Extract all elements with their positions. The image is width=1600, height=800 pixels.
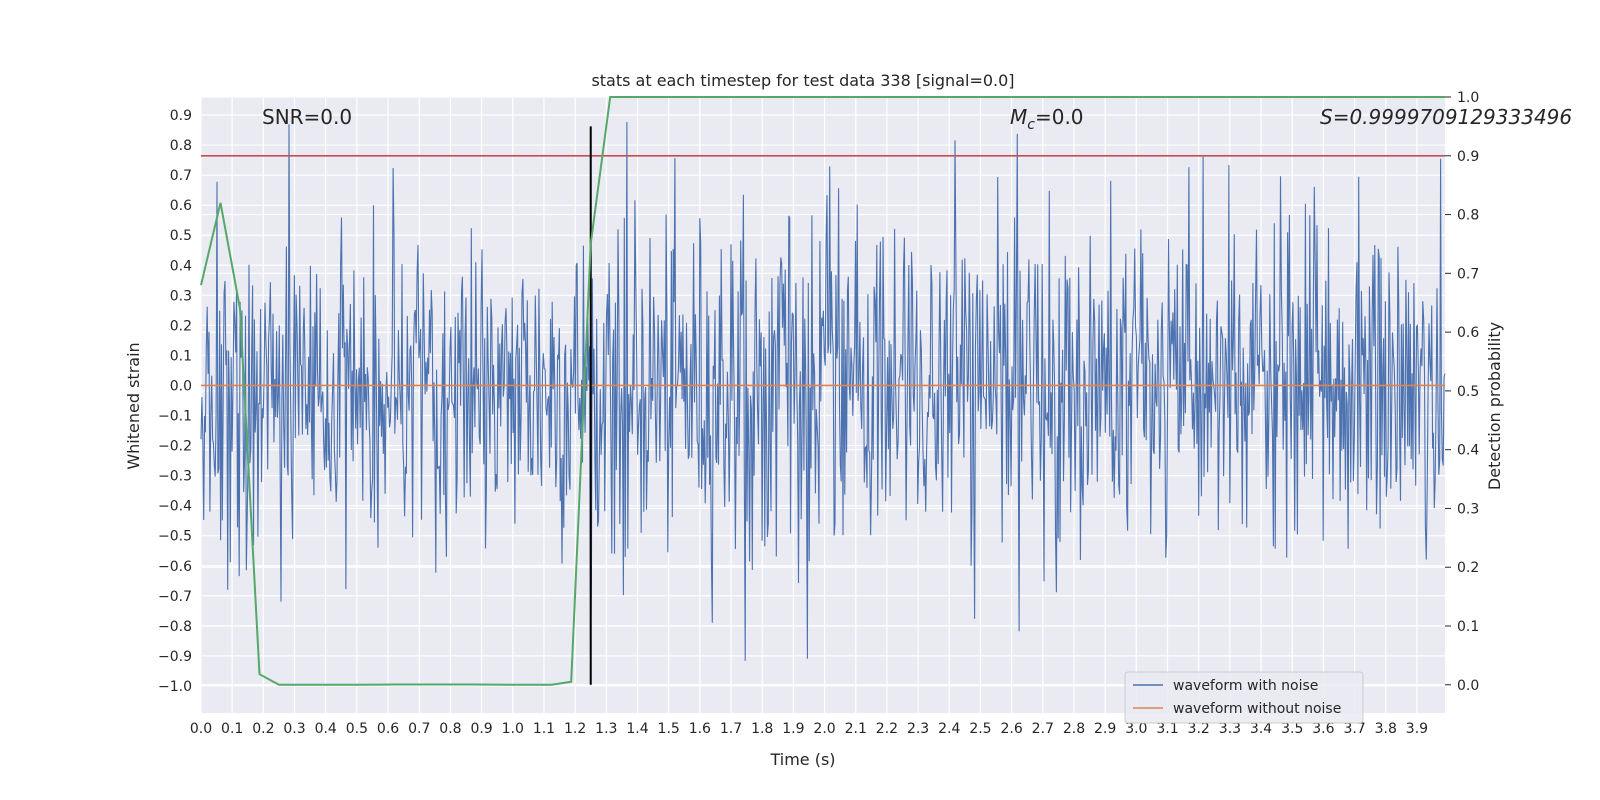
y2-tick-label-0: 1.0 — [1457, 90, 1479, 106]
x-tick-label-17: 1.7 — [720, 721, 742, 737]
x-tick-label-14: 1.4 — [626, 721, 648, 737]
x-tick-label-36: 3.6 — [1312, 721, 1334, 737]
x-tick-label-13: 1.3 — [595, 721, 617, 737]
y-tick-label-9: 0.0 — [170, 378, 192, 394]
y-tick-label-17: −0.8 — [158, 619, 192, 635]
detection-probability-line — [200, 96, 1445, 686]
x-tick-label-20: 2.0 — [813, 721, 835, 737]
y2-tick-label-10: 0.0 — [1457, 678, 1479, 694]
y-tick-label-14: −0.5 — [158, 529, 192, 545]
x-tick-label-3: 0.3 — [283, 721, 305, 737]
y2-tick-label-4: 0.6 — [1457, 325, 1479, 341]
x-tick-label-32: 3.2 — [1188, 721, 1210, 737]
y2-tick-label-1: 0.9 — [1457, 149, 1479, 165]
chirp-mass-symbol: M — [1010, 105, 1027, 129]
y-tick-label-4: 0.5 — [170, 228, 192, 244]
y-tick-label-18: −0.9 — [158, 649, 192, 665]
y-tick-label-8: 0.1 — [170, 348, 192, 364]
s-annotation: S=0.9999709129333496 — [1320, 105, 1572, 129]
x-tick-label-24: 2.4 — [938, 721, 960, 737]
x-tick-label-11: 1.1 — [533, 721, 555, 737]
x-tick-label-25: 2.5 — [969, 721, 991, 737]
x-tick-label-9: 0.9 — [470, 721, 492, 737]
y-tick-label-15: −0.6 — [158, 559, 192, 575]
x-tick-label-23: 2.3 — [907, 721, 929, 737]
y-tick-label-6: 0.3 — [170, 288, 192, 304]
x-tick-label-7: 0.7 — [408, 721, 430, 737]
x-tick-label-18: 1.8 — [751, 721, 773, 737]
y-axis-ticks: 0.9 0.8 0.7 0.6 0.5 0.4 0.3 0.2 0.1 0.0 −0.1 −0.2 −0… — [158, 108, 192, 695]
x-tick-label-2: 0.2 — [252, 721, 274, 737]
y2-tick-label-8: 0.2 — [1457, 560, 1479, 576]
x-tick-label-4: 0.4 — [315, 721, 337, 737]
legend-entry-noisy: waveform with noise — [1173, 678, 1318, 694]
y2-axis-label: Detection probability — [1485, 322, 1504, 490]
chirp-mass-subscript: c — [1027, 117, 1035, 133]
y2-tick-label-7: 0.3 — [1457, 501, 1479, 517]
chart-title: stats at each timestep for test data 338… — [591, 71, 1014, 90]
x-tick-label-5: 0.5 — [346, 721, 368, 737]
legend-entry-clean: waveform without noise — [1173, 701, 1341, 717]
y-tick-label-3: 0.6 — [170, 198, 192, 214]
y-tick-label-1: 0.8 — [170, 138, 192, 154]
y-axis-label: Whitened strain — [124, 342, 143, 469]
legend-box — [1124, 671, 1364, 724]
x-tick-label-10: 1.0 — [502, 721, 524, 737]
x-tick-label-29: 2.9 — [1094, 721, 1116, 737]
y-tick-label-12: −0.3 — [158, 469, 192, 485]
y-tick-label-16: −0.7 — [158, 589, 192, 605]
chirp-mass-value: =0.0 — [1035, 105, 1084, 129]
series-detection-probability — [200, 96, 1445, 686]
x-tick-label-21: 2.1 — [845, 721, 867, 737]
y-tick-label-7: 0.2 — [170, 318, 192, 334]
x-tick-label-26: 2.6 — [1000, 721, 1022, 737]
x-tick-label-37: 3.7 — [1343, 721, 1365, 737]
x-tick-label-30: 3.0 — [1125, 721, 1147, 737]
y2-tick-label-3: 0.7 — [1457, 266, 1479, 282]
x-tick-label-0: 0.0 — [190, 721, 212, 737]
y-tick-label-5: 0.4 — [170, 258, 192, 274]
y-tick-label-0: 0.9 — [170, 108, 192, 124]
y-tick-label-2: 0.7 — [170, 168, 192, 184]
y2-tick-label-6: 0.4 — [1457, 443, 1479, 459]
x-tick-label-1: 0.1 — [221, 721, 243, 737]
x-tick-label-33: 3.3 — [1219, 721, 1241, 737]
series-waveform-with-noise — [200, 121, 1446, 661]
y-tick-label-11: −0.2 — [158, 439, 192, 455]
x-tick-label-15: 1.5 — [658, 721, 680, 737]
x-tick-label-34: 3.4 — [1250, 721, 1272, 737]
x-tick-label-16: 1.6 — [689, 721, 711, 737]
x-tick-label-31: 3.1 — [1156, 721, 1178, 737]
x-tick-label-12: 1.2 — [564, 721, 586, 737]
y2-tick-label-2: 0.8 — [1457, 208, 1479, 224]
chirp-mass-annotation: Mc=0.0 — [1010, 105, 1084, 133]
x-tick-label-22: 2.2 — [876, 721, 898, 737]
legend: waveform with noise waveform without noi… — [1124, 671, 1364, 724]
x-tick-label-6: 0.6 — [377, 721, 399, 737]
x-tick-label-28: 2.8 — [1063, 721, 1085, 737]
x-tick-label-8: 0.8 — [439, 721, 461, 737]
waveform-with-noise-line — [200, 121, 1446, 661]
x-tick-label-19: 1.9 — [782, 721, 804, 737]
x-tick-label-35: 3.5 — [1281, 721, 1303, 737]
x-axis-label: Time (s) — [769, 750, 835, 769]
x-tick-label-38: 3.8 — [1375, 721, 1397, 737]
y-tick-label-13: −0.4 — [158, 499, 192, 515]
y-tick-label-10: −0.1 — [158, 409, 192, 425]
s-value: S=0.9999709129333496 — [1320, 105, 1572, 129]
y2-axis-ticks: 1.0 0.9 0.8 0.7 0.6 0.5 0.4 0.3 0.2 0.1 0.0 — [1445, 90, 1479, 694]
y2-tick-label-5: 0.5 — [1457, 384, 1479, 400]
x-tick-label-39: 3.9 — [1406, 721, 1428, 737]
snr-annotation: SNR=0.0 — [262, 105, 352, 129]
y2-tick-label-9: 0.1 — [1457, 619, 1479, 635]
x-axis-ticks: 0.0 0.1 0.2 0.3 0.4 0.5 0.6 0.7 0.8 0.9 1.0 1.1 1.2 1… — [190, 721, 1428, 737]
x-tick-label-27: 2.7 — [1032, 721, 1054, 737]
y-tick-label-19: −1.0 — [158, 679, 192, 695]
